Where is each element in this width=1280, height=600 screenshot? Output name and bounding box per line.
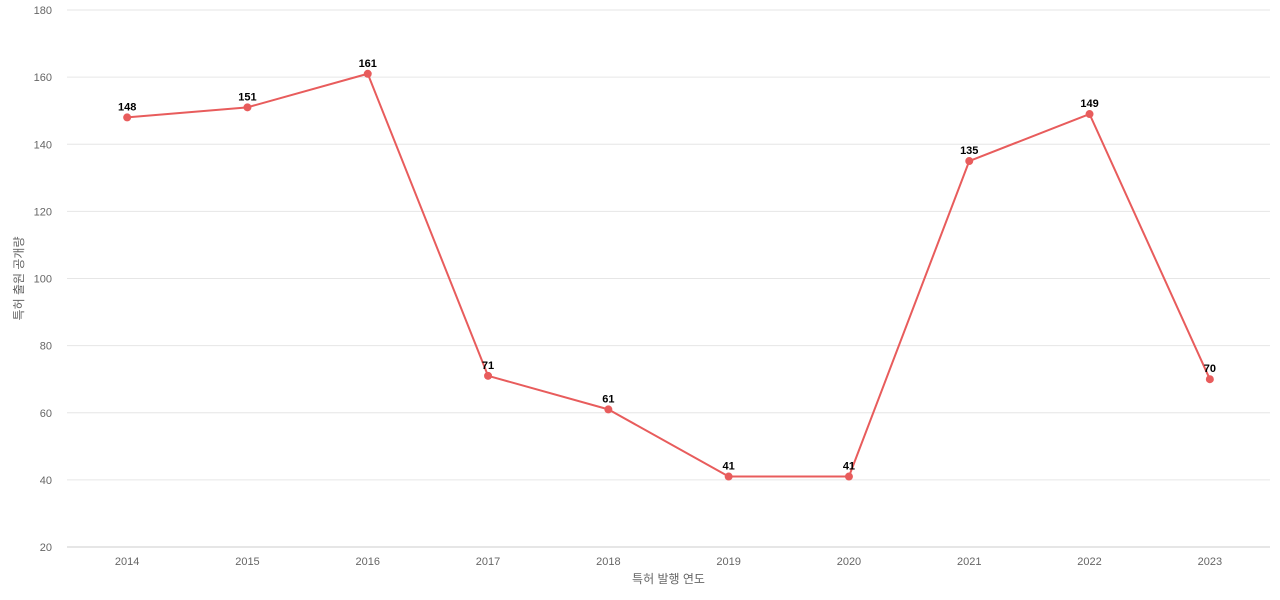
data-label: 149 [1080, 98, 1098, 110]
y-tick-label: 20 [40, 542, 52, 554]
data-point[interactable] [123, 113, 132, 122]
y-tick-label: 180 [34, 5, 52, 17]
y-tick-label: 60 [40, 408, 52, 420]
data-label: 70 [1204, 363, 1216, 375]
data-label: 71 [482, 360, 494, 372]
data-point[interactable] [604, 405, 613, 414]
x-tick-label: 2023 [1198, 556, 1222, 568]
x-tick-label: 2020 [837, 556, 861, 568]
data-point[interactable] [363, 69, 372, 78]
x-tick-label: 2014 [115, 556, 139, 568]
data-point[interactable] [243, 103, 252, 112]
data-label: 148 [118, 101, 136, 113]
y-tick-label: 120 [34, 206, 52, 218]
data-label: 61 [602, 393, 614, 405]
data-label: 41 [843, 461, 855, 473]
data-label: 135 [960, 145, 978, 157]
y-tick-label: 100 [34, 274, 52, 286]
data-label: 151 [238, 91, 256, 103]
data-point[interactable] [1085, 110, 1094, 119]
data-label: 161 [359, 58, 377, 70]
y-tick-label: 40 [40, 475, 52, 487]
y-axis-title: 특허 출원 공개량 [12, 237, 26, 321]
x-axis-title: 특허 발행 연도 [632, 571, 705, 586]
y-tick-label: 80 [40, 341, 52, 353]
y-tick-label: 160 [34, 72, 52, 84]
x-tick-label: 2021 [957, 556, 981, 568]
data-label: 41 [723, 461, 735, 473]
data-point[interactable] [844, 472, 853, 481]
data-labels: 148 151 161 71 61 41 41 135 149 70 [118, 58, 1216, 473]
series-group [123, 69, 1214, 481]
x-axis-ticks: 2014 2015 2016 2017 2018 2019 2020 2021 2022 2023 [115, 556, 1222, 568]
series-line [127, 72, 1211, 478]
x-tick-label: 2017 [476, 556, 500, 568]
grid [67, 9, 1270, 548]
x-tick-label: 2022 [1077, 556, 1101, 568]
x-tick-label: 2015 [235, 556, 259, 568]
x-tick-label: 2019 [716, 556, 740, 568]
y-axis-ticks: 20 40 60 80 100 120 140 160 180 [34, 5, 52, 554]
data-point[interactable] [484, 371, 493, 380]
y-tick-label: 140 [34, 139, 52, 151]
x-tick-label: 2018 [596, 556, 620, 568]
data-point[interactable] [724, 472, 733, 481]
data-point[interactable] [965, 157, 974, 166]
data-point[interactable] [1205, 375, 1214, 384]
x-tick-label: 2016 [356, 556, 380, 568]
